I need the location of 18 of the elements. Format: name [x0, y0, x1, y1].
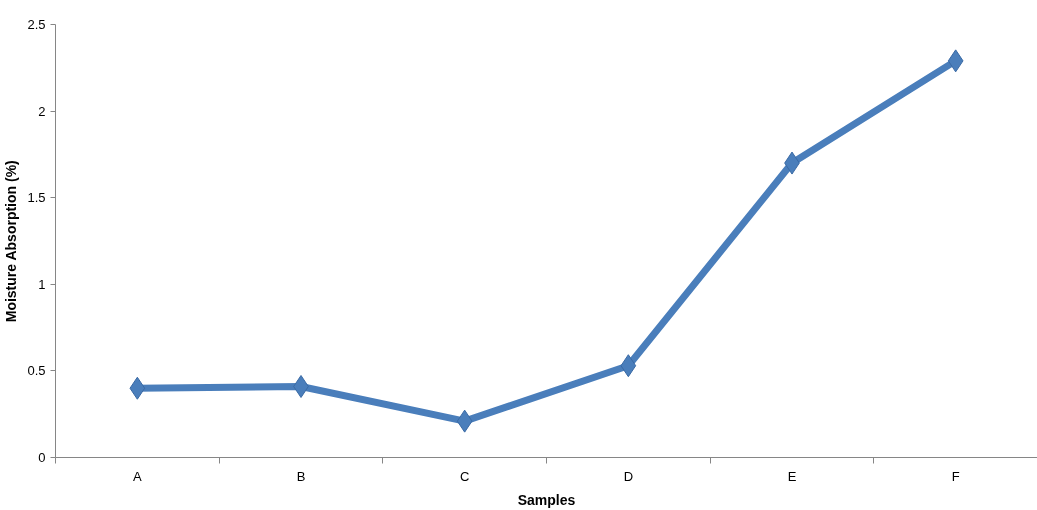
- point: [129, 376, 146, 400]
- x-tick-label: B: [296, 468, 306, 484]
- y-tick-label: 0: [38, 450, 46, 465]
- point: [620, 354, 637, 378]
- y-axis-title: Moisture Absorption (%): [3, 160, 20, 323]
- x-tick-label: C: [459, 468, 470, 484]
- y-tick-label: 1.5: [27, 190, 46, 206]
- y-tick-label: 0.5: [27, 363, 46, 379]
- x-tick-label: F: [951, 468, 960, 484]
- y-tick-label: 1: [38, 276, 46, 292]
- x-tick-label: A: [133, 468, 142, 484]
- point: [456, 409, 473, 433]
- x-axis-title: Samples: [517, 491, 576, 508]
- point: [947, 49, 964, 73]
- x-tick-label: D: [623, 468, 634, 484]
- x-tick-label: E: [787, 468, 797, 484]
- y-tick-label: 2: [38, 103, 46, 119]
- y-tick-label: 2.5: [27, 17, 46, 32]
